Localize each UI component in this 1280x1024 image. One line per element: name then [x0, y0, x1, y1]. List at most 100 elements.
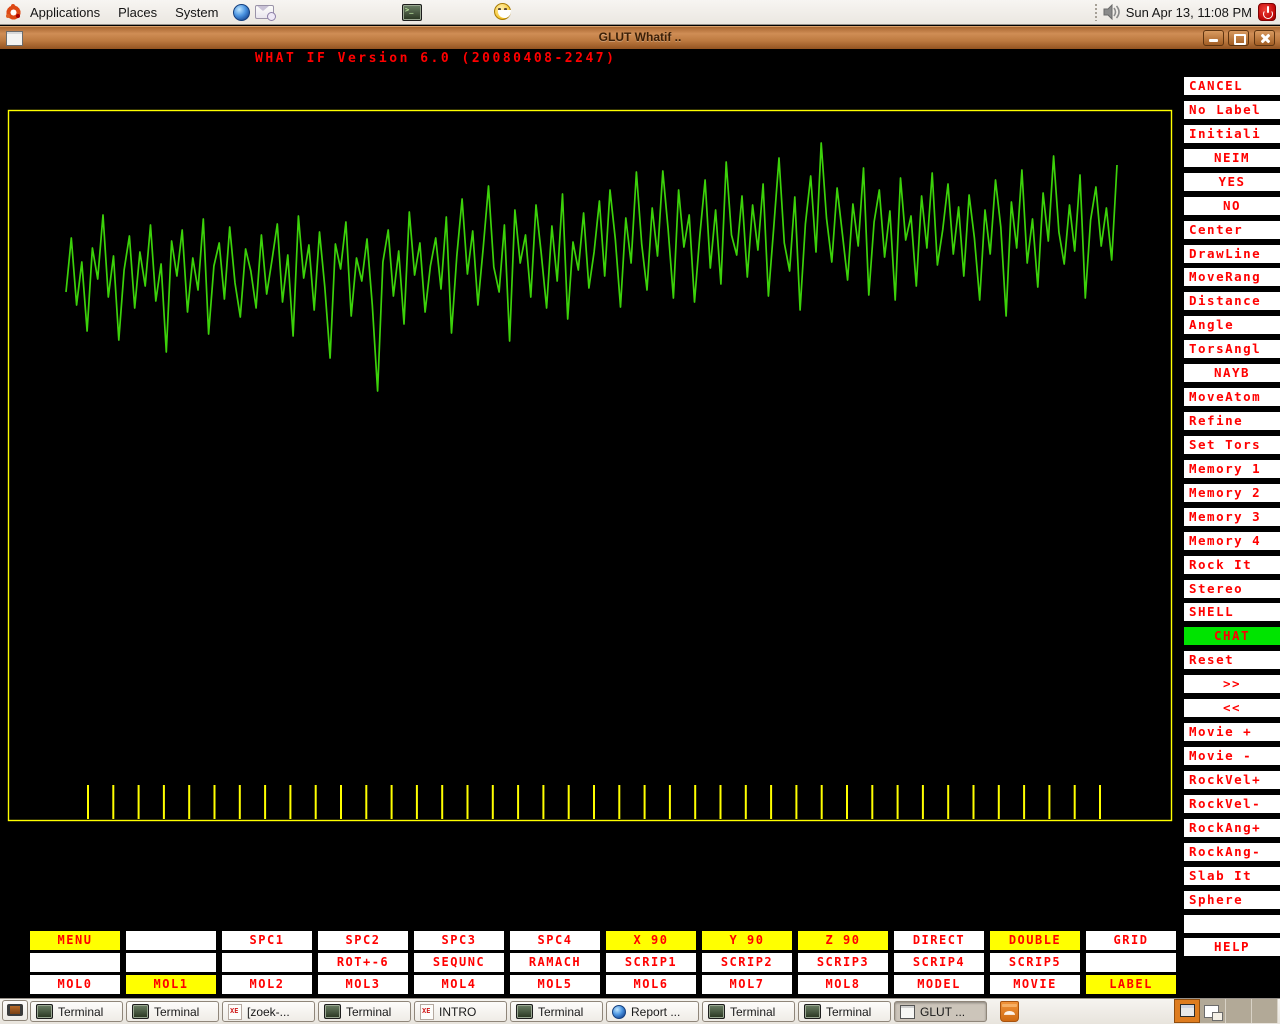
bottom-menu-scrip2[interactable]: SCRIP2	[702, 953, 792, 972]
trash-icon[interactable]	[1000, 1001, 1019, 1022]
bottom-menu-mol1[interactable]: MOL1	[126, 975, 216, 994]
side-menu-item-no[interactable]: NO	[1184, 197, 1280, 215]
menu-places[interactable]: Places	[118, 4, 158, 20]
bottom-menu-mol6[interactable]: MOL6	[606, 975, 696, 994]
bottom-menu-rot-plus-minus-6[interactable]: ROT+-6	[318, 953, 408, 972]
bottom-menu-ramach[interactable]: RAMACH	[510, 953, 600, 972]
bottom-menu-scrip5[interactable]: SCRIP5	[990, 953, 1080, 972]
bottom-menu-mol5[interactable]: MOL5	[510, 975, 600, 994]
side-menu-item-refine[interactable]: Refine	[1184, 412, 1280, 430]
side-menu-item-no-label[interactable]: No Label	[1184, 101, 1280, 119]
side-menu-item-neim[interactable]: NEIM	[1184, 149, 1280, 167]
bottom-menu-mol8[interactable]: MOL8	[798, 975, 888, 994]
bottom-menu-label[interactable]: LABEL	[1086, 975, 1176, 994]
side-menu-item-rockang-plus[interactable]: RockAng+	[1184, 819, 1280, 837]
volume-icon[interactable]	[1103, 4, 1120, 20]
terminal-launcher-icon[interactable]	[402, 4, 422, 21]
menu-system[interactable]: System	[175, 4, 219, 20]
bottom-menu-sequnc[interactable]: SEQUNC	[414, 953, 504, 972]
workspace-2[interactable]	[1200, 999, 1226, 1023]
close-button[interactable]	[1254, 30, 1275, 46]
workspace-1[interactable]	[1174, 999, 1200, 1023]
side-menu-item-fast-forward[interactable]: >>	[1184, 675, 1280, 693]
taskbar-button-terminal-2[interactable]: Terminal	[126, 1001, 219, 1022]
bottom-menu-spc1[interactable]: SPC1	[222, 931, 312, 950]
bottom-menu-grid[interactable]: GRID	[1086, 931, 1176, 950]
minimize-button[interactable]	[1203, 30, 1224, 46]
workspace-4[interactable]	[1252, 999, 1278, 1023]
side-menu-item-center[interactable]: Center	[1184, 221, 1280, 239]
side-menu-item-movie-plus[interactable]: Movie +	[1184, 723, 1280, 741]
side-menu-item-slab-it[interactable]: Slab It	[1184, 867, 1280, 885]
side-menu-item-angle[interactable]: Angle	[1184, 316, 1280, 334]
smiley-notification-icon[interactable]	[494, 3, 511, 20]
bottom-menu-mol2[interactable]: MOL2	[222, 975, 312, 994]
side-menu-item-sphere[interactable]: Sphere	[1184, 891, 1280, 909]
bottom-menu-spc2[interactable]: SPC2	[318, 931, 408, 950]
bottom-menu-spc3[interactable]: SPC3	[414, 931, 504, 950]
taskbar-button-terminal-6[interactable]: Terminal	[510, 1001, 603, 1022]
side-menu-item-stereo[interactable]: Stereo	[1184, 580, 1280, 598]
side-menu-item-moverang[interactable]: MoveRang	[1184, 268, 1280, 286]
bottom-menu-z-90[interactable]: Z 90	[798, 931, 888, 950]
taskbar-button-report-7[interactable]: Report ...	[606, 1001, 699, 1022]
side-menu-item-rock-it[interactable]: Rock It	[1184, 556, 1280, 574]
side-menu-item-rewind[interactable]: <<	[1184, 699, 1280, 717]
bottom-menu-direct[interactable]: DIRECT	[894, 931, 984, 950]
bottom-menu-x-90[interactable]: X 90	[606, 931, 696, 950]
side-menu-item-rockvel-plus[interactable]: RockVel+	[1184, 771, 1280, 789]
side-menu-item-drawline[interactable]: DrawLine	[1184, 245, 1280, 263]
side-menu-item-movie-minus[interactable]: Movie -	[1184, 747, 1280, 765]
bottom-menu-double[interactable]: DOUBLE	[990, 931, 1080, 950]
side-menu-item-chat[interactable]: CHAT	[1184, 627, 1280, 645]
browser-launcher-icon[interactable]	[233, 3, 251, 21]
taskbar-button-intro-5[interactable]: INTRO	[414, 1001, 507, 1022]
taskbar-button-terminal-9[interactable]: Terminal	[798, 1001, 891, 1022]
bottom-menu-mol7[interactable]: MOL7	[702, 975, 792, 994]
show-desktop-button[interactable]	[2, 1000, 28, 1021]
side-menu-item-moveatom[interactable]: MoveAtom	[1184, 388, 1280, 406]
side-menu-item-yes[interactable]: YES	[1184, 173, 1280, 191]
panel-clock[interactable]: Sun Apr 13, 11:08 PM	[1125, 4, 1252, 20]
bottom-menu-menu[interactable]: MENU	[30, 931, 120, 950]
taskbar-button-zoek-3[interactable]: [zoek-...	[222, 1001, 315, 1022]
maximize-button[interactable]	[1228, 30, 1249, 46]
bottom-menu-model[interactable]: MODEL	[894, 975, 984, 994]
bottom-menu-mol0[interactable]: MOL0	[30, 975, 120, 994]
power-button-icon[interactable]	[1258, 3, 1276, 21]
bottom-menu-mol4[interactable]: MOL4	[414, 975, 504, 994]
taskbar-button-terminal-1[interactable]: Terminal	[30, 1001, 123, 1022]
workspace-3[interactable]	[1226, 999, 1252, 1023]
bottom-menu-blank-r2c1	[30, 953, 120, 972]
email-launcher-icon[interactable]	[255, 5, 277, 21]
taskbar-button-glut-10[interactable]: GLUT ...	[894, 1001, 987, 1022]
panel-grip-handle[interactable]	[1093, 3, 1099, 21]
side-menu-item-shell[interactable]: SHELL	[1184, 603, 1280, 621]
side-menu-item-memory-2[interactable]: Memory 2	[1184, 484, 1280, 502]
window-titlebar[interactable]: GLUT Whatif ..	[0, 26, 1280, 49]
side-menu-item-torsangl[interactable]: TorsAngl	[1184, 340, 1280, 358]
side-menu-item-set-tors[interactable]: Set Tors	[1184, 436, 1280, 454]
taskbar-button-terminal-8[interactable]: Terminal	[702, 1001, 795, 1022]
side-menu-item-initiali[interactable]: Initiali	[1184, 125, 1280, 143]
side-menu-item-memory-4[interactable]: Memory 4	[1184, 532, 1280, 550]
side-menu-item-rockang-minus[interactable]: RockAng-	[1184, 843, 1280, 861]
taskbar-button-terminal-4[interactable]: Terminal	[318, 1001, 411, 1022]
side-menu-item-distance[interactable]: Distance	[1184, 292, 1280, 310]
side-menu-item-help[interactable]: HELP	[1184, 938, 1280, 956]
side-menu-item-rockvel-minus[interactable]: RockVel-	[1184, 795, 1280, 813]
bottom-menu-scrip4[interactable]: SCRIP4	[894, 953, 984, 972]
bottom-menu-scrip1[interactable]: SCRIP1	[606, 953, 696, 972]
bottom-menu-mol3[interactable]: MOL3	[318, 975, 408, 994]
bottom-menu-movie[interactable]: MOVIE	[990, 975, 1080, 994]
ubuntu-logo-icon[interactable]	[6, 3, 21, 20]
bottom-menu-scrip3[interactable]: SCRIP3	[798, 953, 888, 972]
side-menu-item-memory-3[interactable]: Memory 3	[1184, 508, 1280, 526]
side-menu-item-nayb[interactable]: NAYB	[1184, 364, 1280, 382]
menu-applications[interactable]: Applications	[30, 4, 101, 20]
bottom-menu-spc4[interactable]: SPC4	[510, 931, 600, 950]
side-menu-item-reset[interactable]: Reset	[1184, 651, 1280, 669]
bottom-menu-y-90[interactable]: Y 90	[702, 931, 792, 950]
side-menu-item-cancel[interactable]: CANCEL	[1184, 77, 1280, 95]
side-menu-item-memory-1[interactable]: Memory 1	[1184, 460, 1280, 478]
